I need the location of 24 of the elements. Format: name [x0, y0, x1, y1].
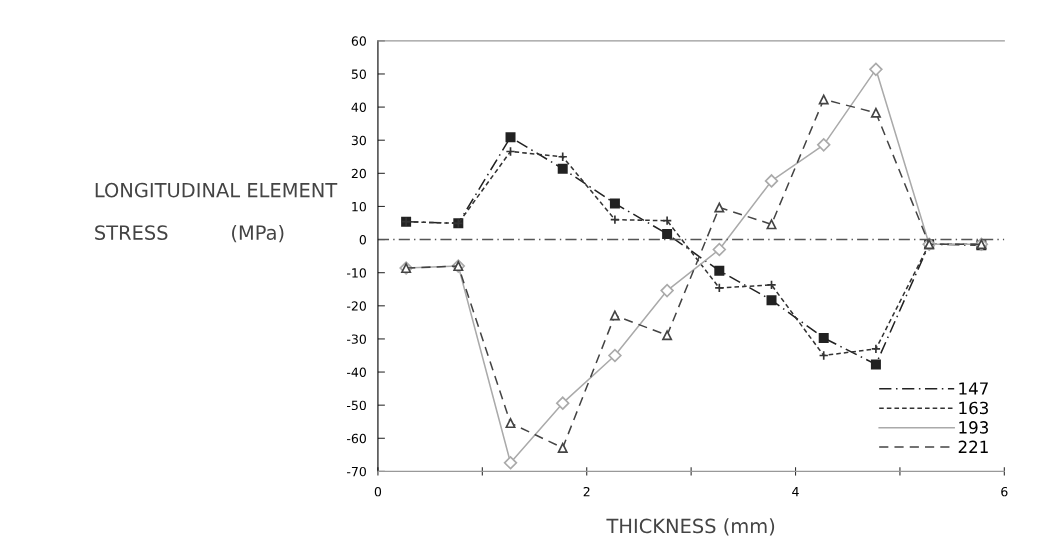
y-tick-label: -10 — [347, 268, 366, 278]
y-tick-label: -50 — [347, 400, 366, 411]
x-tick-label: 6 — [1001, 486, 1008, 497]
y-tick-label: 40 — [351, 102, 366, 113]
y-tick-label: -70 — [347, 466, 366, 477]
legend-label: 221 — [958, 440, 988, 453]
y-tick-label: 0 — [359, 235, 366, 245]
x-axis-title: THICKNESS (mm) — [606, 518, 775, 536]
y-tick-label: -40 — [347, 367, 366, 377]
text: LONGITUDINAL ELEMENT STRESS (MPa) — [95, 182, 338, 243]
x-tick-label: 0 — [374, 486, 382, 497]
y-tick-label: 60 — [351, 36, 366, 46]
x-tick-label: 4 — [792, 487, 799, 497]
y-tick-label: 10 — [352, 201, 366, 212]
y-tick-label: 30 — [351, 135, 366, 146]
x-tick-label: 2 — [583, 486, 590, 497]
y-tick-label: 20 — [351, 168, 366, 179]
y-tick-label: -60 — [347, 433, 366, 444]
legend-label: 163 — [959, 401, 988, 415]
legend-label: 193 — [959, 421, 988, 434]
y-tick-label: -30 — [347, 334, 366, 344]
y-tick-label: 50 — [351, 69, 366, 79]
legend-label: 147 — [959, 382, 988, 395]
y-tick-label: -20 — [347, 301, 366, 311]
